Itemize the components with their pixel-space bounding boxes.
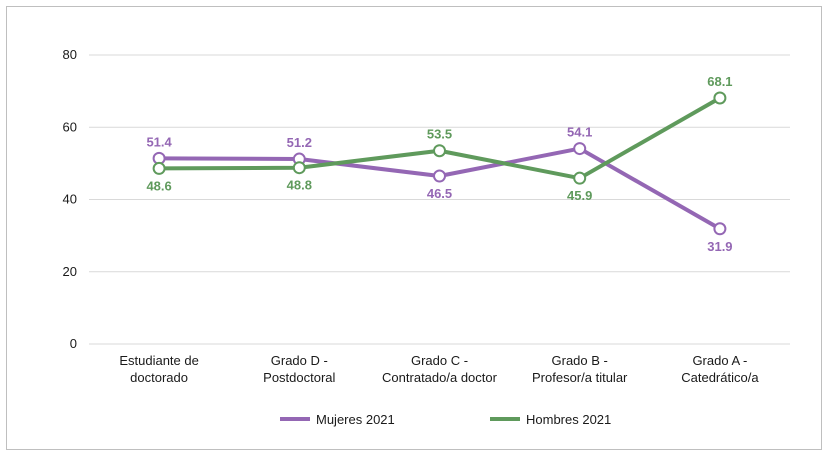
gridlines <box>89 54 790 345</box>
y-axis-ticks: 0 20 40 60 80 <box>63 47 77 351</box>
series-lines <box>159 96 721 231</box>
y-tick-label: 60 <box>63 119 77 134</box>
data-label: 54.1 <box>567 125 592 140</box>
data-label: 48.6 <box>146 178 171 193</box>
data-point <box>292 161 306 175</box>
legend-label: Mujeres 2021 <box>316 412 395 427</box>
chart-frame <box>6 6 822 450</box>
y-tick-label: 20 <box>63 264 77 279</box>
data-label: 51.4 <box>146 134 172 149</box>
data-point <box>713 222 727 236</box>
series-markers <box>152 91 727 236</box>
data-label: 46.5 <box>427 186 452 201</box>
x-tick-label: Grado A -Catedrático/a <box>681 353 759 385</box>
legend: Mujeres 2021 Hombres 2021 <box>280 412 611 427</box>
data-point <box>713 91 727 105</box>
data-label: 68.1 <box>707 74 732 89</box>
legend-label: Hombres 2021 <box>526 412 611 427</box>
data-point <box>573 142 587 156</box>
data-label: 31.9 <box>707 239 732 254</box>
x-tick-label: Grado C -Contratado/a doctor <box>382 353 498 385</box>
data-point <box>433 169 446 183</box>
data-label: 51.2 <box>287 135 312 150</box>
x-tick-label: Estudiante de doctorado <box>119 353 199 385</box>
data-labels: 51.4 51.2 46.5 54.1 31.9 48.6 48.8 53.5 45.9 68.1 <box>146 74 732 254</box>
y-tick-label: 40 <box>63 192 77 207</box>
data-point <box>573 171 587 185</box>
y-tick-label: 80 <box>63 47 77 62</box>
data-label: 45.9 <box>567 188 592 203</box>
data-label: 48.8 <box>287 178 312 193</box>
data-point <box>433 144 446 158</box>
data-point <box>152 161 166 175</box>
data-label: 53.5 <box>427 127 452 142</box>
x-tick-label: Grado B -Profesor/a titular <box>532 353 628 385</box>
x-tick-label: Grado D -Postdoctoral <box>263 353 335 385</box>
y-tick-label: 0 <box>70 336 77 351</box>
x-axis-labels: Estudiante de doctorado Grado D -Postdocto… <box>119 353 759 385</box>
